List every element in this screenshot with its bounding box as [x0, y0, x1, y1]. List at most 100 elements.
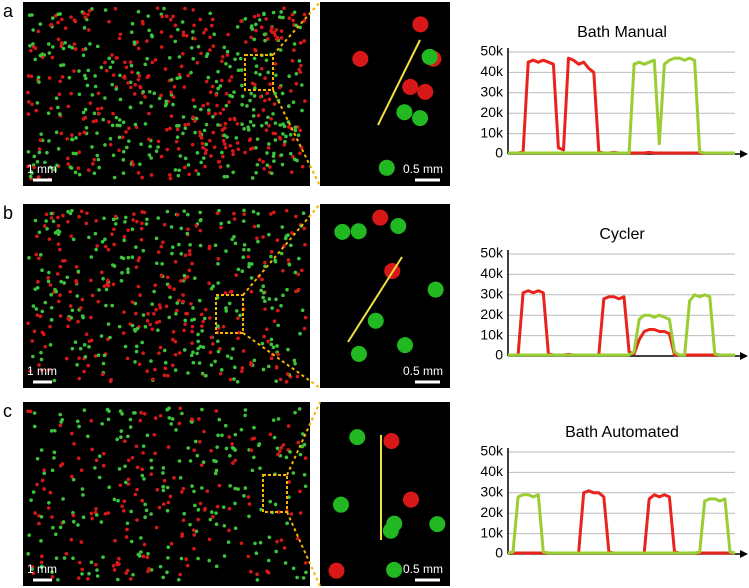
zoom-spot [352, 50, 369, 67]
spot [208, 90, 213, 95]
spot [267, 123, 271, 128]
spot [100, 270, 104, 275]
spot [169, 77, 174, 82]
spot [43, 344, 48, 349]
spot [183, 156, 188, 161]
spot [250, 81, 255, 86]
spot [250, 146, 255, 150]
spot [149, 173, 154, 177]
spot [166, 445, 171, 449]
spot [238, 56, 243, 61]
spot [252, 94, 257, 98]
spot [153, 58, 158, 62]
spot [295, 374, 300, 379]
spot [40, 268, 44, 272]
spot [154, 149, 159, 153]
spot [198, 228, 203, 233]
y-tick-label: 20k [480, 306, 504, 322]
spot [128, 60, 133, 65]
spot [223, 121, 228, 126]
spot [94, 118, 99, 123]
spot [70, 346, 75, 351]
spot [97, 111, 101, 116]
spot [49, 429, 54, 433]
spot [198, 439, 202, 444]
spot [198, 218, 203, 223]
spot [81, 47, 85, 52]
spot [207, 558, 212, 563]
y-tick-label: 30k [480, 484, 504, 500]
spot [49, 292, 53, 297]
spot [76, 319, 80, 324]
scale-label: 1 mm [27, 162, 57, 176]
spot [46, 368, 51, 372]
y-tick-label: 40k [480, 265, 504, 281]
spot [222, 133, 227, 138]
spot [202, 429, 206, 434]
spot [285, 521, 289, 526]
spot [298, 70, 303, 74]
spot [50, 575, 55, 579]
spot [70, 45, 75, 50]
spot [300, 268, 304, 273]
spot [213, 471, 218, 476]
spot [183, 126, 188, 131]
spot [143, 95, 147, 99]
spot [39, 565, 44, 569]
spot [125, 521, 130, 526]
spot [29, 48, 33, 53]
spot [140, 340, 144, 345]
spot [182, 273, 187, 278]
spot [197, 361, 202, 365]
spot [135, 326, 140, 331]
spot [246, 128, 251, 132]
spot [60, 75, 65, 79]
spot [196, 346, 200, 351]
spot [63, 26, 68, 30]
spot [250, 176, 255, 180]
spot [190, 417, 194, 422]
spot [123, 464, 127, 469]
spot [171, 245, 175, 249]
spot [159, 45, 164, 49]
profile-series [508, 56, 735, 155]
spot [74, 280, 79, 285]
spot [143, 122, 148, 126]
spot [134, 245, 138, 249]
spot [133, 329, 137, 333]
spot [285, 287, 289, 292]
spot [214, 511, 218, 515]
spot [157, 303, 162, 307]
spot [181, 51, 185, 56]
spot [136, 9, 141, 14]
spot [46, 276, 50, 280]
spot [281, 443, 286, 447]
spot [203, 307, 208, 312]
spot [171, 330, 176, 334]
spot [178, 572, 182, 577]
spot [184, 557, 188, 561]
spot [189, 353, 194, 358]
spot [238, 313, 242, 318]
spot [81, 53, 86, 58]
spot [136, 171, 141, 175]
spot [207, 316, 212, 320]
spot [37, 521, 41, 526]
spot [141, 313, 146, 317]
spot [162, 478, 167, 483]
spot [242, 494, 246, 498]
spot [131, 572, 135, 577]
spot [154, 261, 159, 266]
spot [228, 117, 232, 122]
spot [37, 147, 42, 151]
zoom-spot [328, 562, 345, 579]
spot [133, 122, 138, 127]
zoom-spot [386, 515, 403, 532]
spot [208, 11, 213, 16]
spot [95, 568, 99, 572]
spot [150, 60, 155, 65]
spot [93, 84, 98, 89]
spot [126, 228, 130, 232]
spot [168, 494, 173, 499]
zoom-connector [286, 511, 321, 587]
